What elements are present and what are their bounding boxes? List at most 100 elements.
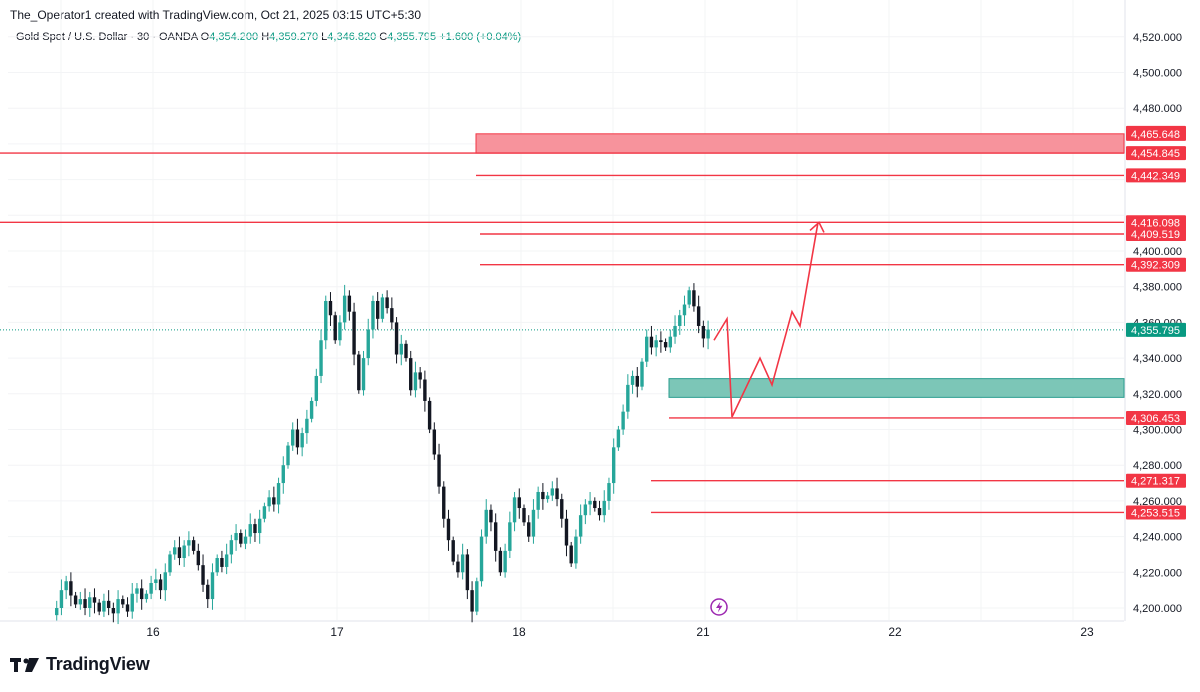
candle-body xyxy=(300,433,304,448)
candle-body xyxy=(55,608,59,616)
candle-body xyxy=(390,308,394,323)
chart-grid xyxy=(0,0,1126,622)
candle-body xyxy=(234,533,238,541)
candle-body xyxy=(593,500,597,509)
x-tick-label: 21 xyxy=(696,625,710,639)
candle-body xyxy=(692,290,696,307)
candle-body xyxy=(163,572,167,591)
candle-body xyxy=(361,358,366,391)
candle-body xyxy=(168,554,172,573)
x-tick-label: 22 xyxy=(888,625,902,639)
candle-body xyxy=(319,340,323,376)
y-axis[interactable]: 4,520.000 4,500.000 4,480.000 4,400.000 4,38… xyxy=(1133,32,1182,615)
candle-body xyxy=(248,524,252,537)
brand-footer[interactable]: TradingView xyxy=(10,654,150,675)
candle-body xyxy=(305,418,309,434)
candle-body xyxy=(597,508,602,516)
candle-body xyxy=(654,340,658,348)
x-axis[interactable]: 16 17 18 21 22 23 xyxy=(146,625,1094,639)
candle-body xyxy=(508,522,512,551)
candle-body xyxy=(706,329,710,339)
candle-body xyxy=(503,550,507,573)
level-price-tag-bg xyxy=(1126,126,1186,141)
y-tick-label: 4,200.000 xyxy=(1133,603,1182,615)
current-price-tag-bg xyxy=(1126,322,1186,337)
candle-body xyxy=(668,336,673,348)
candle-body xyxy=(338,322,342,341)
candles-layer xyxy=(55,283,710,625)
candle-body xyxy=(139,588,144,600)
candle-body xyxy=(210,572,215,600)
y-tick-label: 4,500.000 xyxy=(1133,68,1182,80)
candle-body xyxy=(385,297,389,309)
level-price-tag-bg xyxy=(1126,257,1186,272)
candle-body xyxy=(144,593,149,600)
flash-icon[interactable] xyxy=(710,598,728,616)
candle-body xyxy=(281,465,285,484)
level-price-tag-bg xyxy=(1126,146,1186,161)
candle-body xyxy=(106,600,111,608)
candle-body xyxy=(309,400,314,419)
candle-body xyxy=(102,600,106,612)
candle-body xyxy=(616,429,621,448)
current-price-tag: 4,355.795 xyxy=(1131,325,1180,337)
candle-body xyxy=(550,488,555,496)
candle-body xyxy=(484,509,488,537)
candle-body xyxy=(286,445,290,466)
candle-body xyxy=(154,579,158,584)
x-tick-label: 16 xyxy=(146,625,160,639)
candle-body xyxy=(121,599,125,605)
candle-body xyxy=(125,604,130,612)
supply-zone xyxy=(475,133,1125,154)
candle-body xyxy=(409,358,413,391)
candle-body xyxy=(479,536,484,582)
candle-body xyxy=(375,300,380,319)
y-tick-label: 4,260.000 xyxy=(1133,496,1182,508)
level-price-tag-bg xyxy=(1126,168,1186,183)
candle-body xyxy=(465,554,470,591)
candle-body xyxy=(423,379,427,401)
candle-body xyxy=(69,581,73,596)
candle-body xyxy=(626,384,630,412)
candle-body xyxy=(413,372,418,391)
candle-body xyxy=(640,361,644,387)
candle-body xyxy=(116,599,120,614)
candle-body xyxy=(541,491,545,500)
x-tick-label: 23 xyxy=(1080,625,1094,639)
tradingview-logo-icon xyxy=(10,657,39,672)
candle-body xyxy=(588,500,592,505)
candle-body xyxy=(442,486,446,519)
candle-body xyxy=(522,508,526,523)
candle-body xyxy=(682,304,687,316)
y-tick-label: 4,300.000 xyxy=(1133,425,1182,437)
y-tick-label: 4,520.000 xyxy=(1133,32,1182,44)
y-tick-label: 4,280.000 xyxy=(1133,460,1182,472)
candle-body xyxy=(220,558,224,567)
candle-body xyxy=(149,583,153,594)
candle-body xyxy=(201,565,205,585)
candle-body xyxy=(701,325,706,339)
candle-body xyxy=(673,325,677,337)
candle-body xyxy=(427,400,432,430)
x-tick-label: 17 xyxy=(330,625,344,639)
candle-body xyxy=(531,509,536,537)
candle-body xyxy=(645,336,649,362)
candle-body xyxy=(191,540,196,551)
candle-body xyxy=(607,483,611,501)
level-price-tag: 4,271.317 xyxy=(1131,476,1180,488)
candle-body xyxy=(177,547,182,559)
candle-body xyxy=(111,608,116,614)
candle-body xyxy=(276,483,281,505)
candle-body xyxy=(352,311,356,355)
candle-body xyxy=(475,581,479,612)
chart-credit: The_Operator1 created with TradingView.c… xyxy=(10,8,422,22)
level-price-tag-bg xyxy=(1126,410,1186,425)
tradingview-brand: TradingView xyxy=(46,654,150,674)
candle-body xyxy=(92,597,97,603)
candle-body xyxy=(578,515,583,537)
y-tick-label: 4,480.000 xyxy=(1133,103,1182,115)
candle-body xyxy=(404,343,408,359)
candle-body xyxy=(257,518,262,534)
candle-body xyxy=(224,554,229,567)
